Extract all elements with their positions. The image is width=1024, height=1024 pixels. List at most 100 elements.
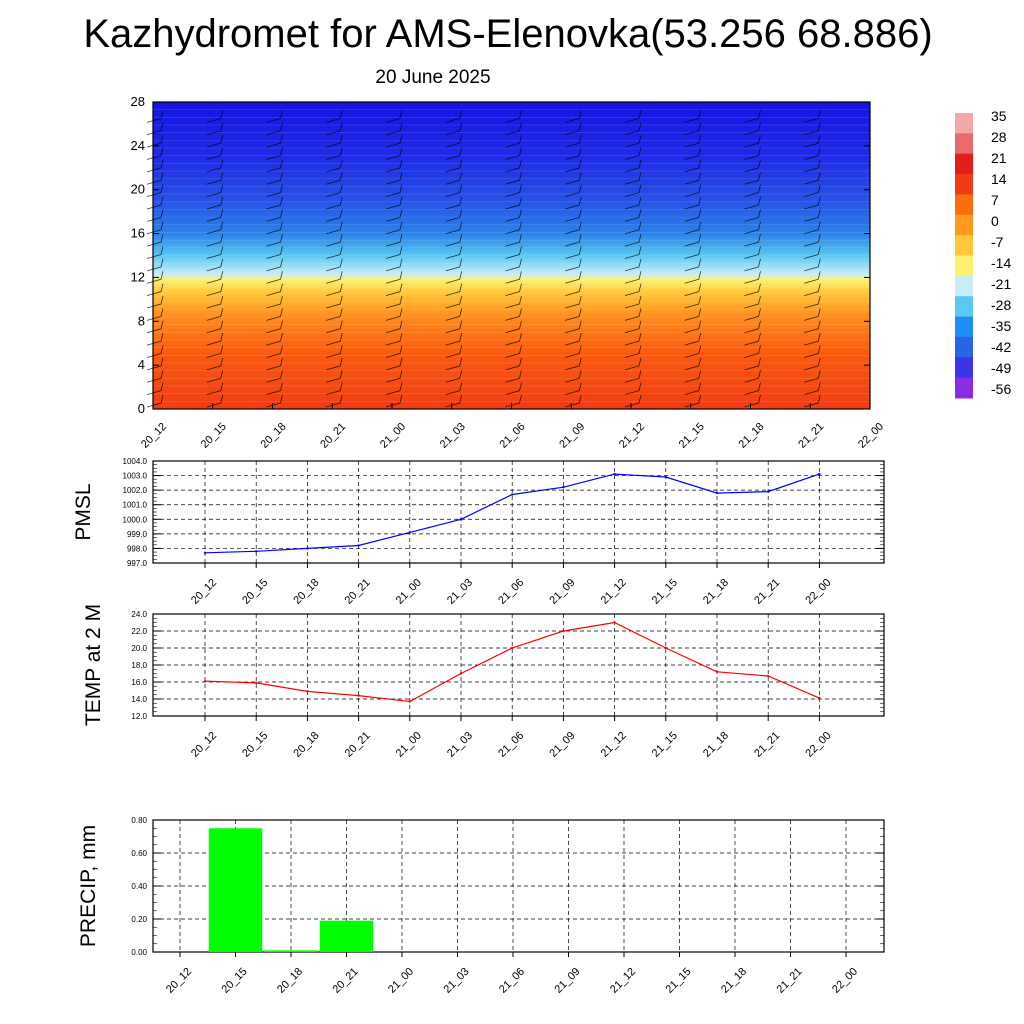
- colorbar-swatch: [955, 133, 973, 155]
- colorbar-label: 7: [991, 192, 999, 208]
- wind-barb: [445, 394, 463, 408]
- wind-barb: [744, 135, 761, 148]
- y-tick-label: 1003.0: [123, 472, 148, 481]
- colorbar-label: 14: [991, 171, 1007, 187]
- wind-barb: [326, 394, 343, 408]
- profile-field: [153, 102, 870, 409]
- data-point: [664, 475, 667, 479]
- wind-barb: [744, 357, 761, 371]
- colorbar-swatch: [955, 113, 973, 134]
- wind-barb: [266, 135, 283, 148]
- wind-barb: [385, 345, 403, 358]
- wind-barb: [326, 196, 343, 210]
- wind-barb: [684, 147, 702, 160]
- y-tick-label: 20: [131, 182, 145, 197]
- y-axis-label: TEMP at 2 M: [82, 604, 105, 726]
- x-tick-label: 20_15: [199, 421, 229, 451]
- panel-frame: [152, 460, 885, 564]
- wind-barb: [385, 221, 403, 235]
- wind-barb: [684, 122, 702, 136]
- wind-barb: [684, 221, 702, 235]
- wind-barb: [684, 357, 702, 371]
- x-tick-label: 20_12: [189, 730, 219, 760]
- wind-barb: [565, 320, 582, 334]
- wind-barb: [146, 370, 164, 383]
- wind-barb: [206, 333, 224, 346]
- y-axis-label: PRECIP, mm: [77, 825, 100, 947]
- wind-barb: [206, 357, 224, 371]
- wind-barb: [146, 308, 164, 321]
- wind-barb: [326, 320, 343, 334]
- y-tick-label: 18.0: [131, 661, 147, 670]
- wind-barb: [684, 135, 702, 148]
- wind-barb: [445, 122, 463, 136]
- wind-barb: [385, 209, 403, 222]
- colorbar-label: -56: [991, 381, 1011, 397]
- colorbar-swatch: [955, 296, 973, 318]
- wind-barb: [146, 209, 164, 222]
- wind-barb: [146, 234, 164, 247]
- precip-panel: 0.00 0.20 0.40 0.60 0.80 20_12 20_15 20_18 20_21…: [77, 816, 885, 996]
- x-tick-label: 20_15: [220, 966, 250, 996]
- wind-barb: [684, 209, 702, 222]
- data-point: [306, 690, 309, 693]
- wind-barb: [445, 110, 463, 123]
- x-tick-label: 21_15: [650, 577, 680, 607]
- colorbar-label: -42: [991, 339, 1011, 355]
- colorbar-swatch: [955, 235, 973, 256]
- x-tick-label: 21_21: [796, 421, 826, 451]
- wind-barb: [565, 394, 582, 408]
- y-tick-label: 22.0: [131, 627, 147, 636]
- wind-barb: [326, 357, 343, 371]
- wind-barb: [624, 295, 642, 309]
- wind-barb: [326, 135, 343, 148]
- wind-barb: [326, 258, 343, 272]
- x-tick-label: 20_18: [291, 577, 321, 607]
- wind-barb: [385, 135, 403, 148]
- y-tick-label: 0.80: [131, 816, 147, 825]
- y-tick-label: 999.0: [127, 530, 148, 539]
- colorbar-swatch: [955, 357, 973, 379]
- x-tick-label: 21_12: [599, 730, 629, 760]
- x-tick-label: 21_00: [394, 577, 424, 607]
- wind-barb: [565, 159, 582, 173]
- wind-barb: [326, 308, 343, 321]
- wind-barb: [146, 221, 164, 235]
- temp-panel: 12.0 14.0 16.0 18.0 20.0 22.0 24.0 20_12 20_15 20…: [82, 604, 885, 760]
- x-tick-label: 21_03: [445, 730, 475, 760]
- wind-barb: [445, 258, 463, 272]
- y-tick-label: 1000.0: [123, 515, 148, 524]
- wind-barb: [684, 345, 702, 358]
- wind-barb: [744, 234, 761, 247]
- wind-barb: [206, 234, 224, 247]
- wind-barb: [505, 320, 522, 334]
- data-point: [767, 674, 770, 678]
- wind-barb: [505, 345, 522, 358]
- temperature-profile-panel: 0 4 8 12 16 20 24 28 20_12 20_15 20_18 20_21 21_00 21…: [131, 94, 887, 451]
- wind-barb: [684, 308, 702, 321]
- y-axis-label: PMSL: [72, 483, 95, 540]
- wind-barb: [684, 333, 702, 346]
- colorbar-swatch: [955, 255, 973, 277]
- wind-barb: [684, 271, 702, 284]
- colorbar-swatch: [955, 153, 973, 175]
- wind-barb: [624, 357, 642, 371]
- x-tick-label: 21_21: [775, 966, 805, 996]
- colorbar-label: -49: [991, 360, 1011, 376]
- wind-barb: [326, 333, 343, 346]
- wind-barb: [206, 370, 224, 383]
- wind-barb: [266, 221, 283, 235]
- wind-barb: [744, 221, 761, 235]
- x-tick-label: 20_12: [139, 421, 169, 451]
- data-point: [255, 550, 258, 553]
- wind-barb: [266, 184, 283, 198]
- wind-barb: [206, 246, 224, 259]
- colorbar-label: -21: [991, 276, 1011, 292]
- x-tick-label: 20_18: [259, 421, 289, 451]
- wind-barb: [146, 184, 164, 198]
- x-tick-label: 21_12: [617, 421, 647, 451]
- wind-barb: [505, 382, 522, 396]
- wind-barb: [565, 308, 582, 321]
- x-tick-label: 21_03: [438, 421, 468, 451]
- wind-barb: [684, 258, 702, 272]
